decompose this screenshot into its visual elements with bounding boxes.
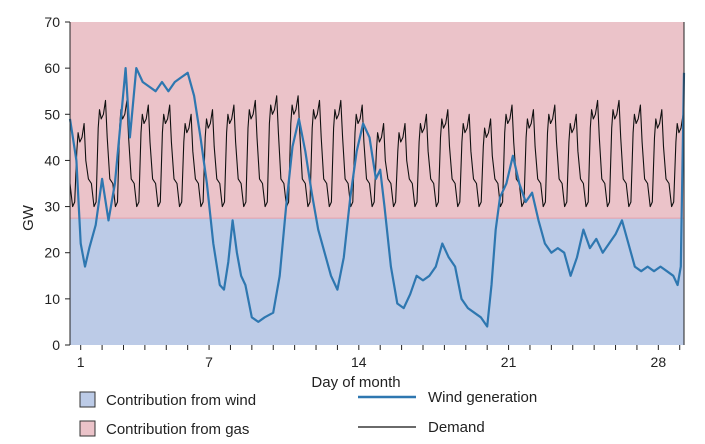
gas-contribution-area (70, 22, 684, 219)
demand-line (69, 95, 684, 208)
x-axis: 1 7 14 21 28 (77, 345, 681, 370)
legend-label: Contribution from wind (106, 392, 256, 409)
y-tick-label: 50 (44, 106, 60, 122)
legend-label: Demand (428, 419, 485, 436)
legend-label: Wind generation (428, 389, 537, 406)
x-tick-label: 14 (351, 354, 367, 370)
legend: Contribution from wind Contribution from … (79, 389, 537, 438)
x-tick-label: 28 (651, 354, 667, 370)
y-tick-label: 10 (44, 291, 60, 307)
y-tick-label: 70 (44, 14, 60, 30)
x-tick-label: 1 (77, 354, 85, 370)
y-axis: 0 10 20 30 40 50 60 70 (44, 14, 71, 353)
wind-contribution-area (70, 218, 684, 345)
y-tick-label: 30 (44, 199, 60, 215)
wind-generation-line (68, 66, 686, 328)
y-tick-label: 0 (52, 337, 60, 353)
legend-swatch (79, 391, 96, 408)
plot-area (68, 22, 686, 345)
x-tick-label: 7 (205, 354, 213, 370)
x-axis-label: Day of month (311, 374, 400, 391)
legend-swatch (79, 420, 96, 437)
x-tick-label: 21 (501, 354, 517, 370)
y-tick-label: 40 (44, 152, 60, 168)
y-tick-label: 60 (44, 60, 60, 76)
y-axis-label: GW (20, 204, 37, 231)
legend-label: Contribution from gas (106, 421, 249, 438)
y-tick-label: 20 (44, 245, 60, 261)
